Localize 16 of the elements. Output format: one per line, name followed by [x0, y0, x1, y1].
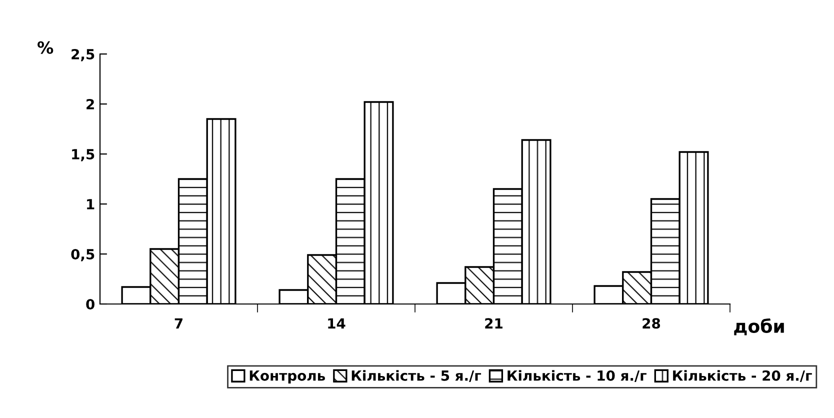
- y-tick-label: 1,5: [72, 149, 94, 162]
- legend-label: Кількість - 20 я./г: [673, 370, 812, 382]
- legend-label: Контроль: [250, 370, 325, 384]
- y-tick-label: 2,5: [72, 48, 94, 62]
- y-tick-label: 2: [86, 98, 94, 110]
- y-tick-label: 0: [86, 298, 94, 310]
- x-tick-label: 14: [328, 318, 346, 328]
- x-tick-label: 21: [485, 318, 502, 328]
- legend-label: Кількість - 10 я./г: [508, 370, 646, 382]
- y-axis-title: %: [38, 41, 54, 54]
- x-tick-label: 28: [642, 318, 660, 329]
- y-tick-label: 1: [87, 199, 94, 210]
- y-tick-label: 0,5: [71, 248, 94, 262]
- x-axis-title: доби: [734, 318, 784, 336]
- x-tick-label: 7: [174, 318, 182, 328]
- legend-label: Кількість - 5 я./г: [352, 370, 482, 382]
